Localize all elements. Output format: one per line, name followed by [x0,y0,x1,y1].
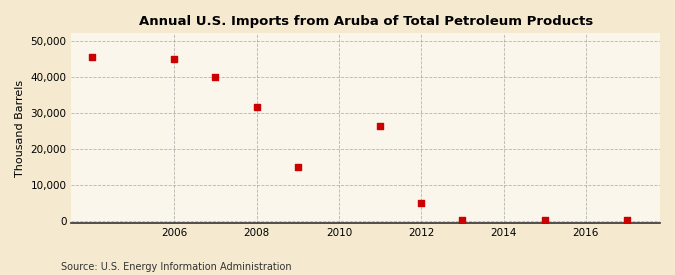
Y-axis label: Thousand Barrels: Thousand Barrels [15,80,25,177]
Point [622,218,632,222]
Point [251,105,262,110]
Point [416,201,427,205]
Text: Source: U.S. Energy Information Administration: Source: U.S. Energy Information Administ… [61,262,292,272]
Point [375,123,385,128]
Point [86,55,97,59]
Point [457,218,468,222]
Title: Annual U.S. Imports from Aruba of Total Petroleum Products: Annual U.S. Imports from Aruba of Total … [138,15,593,28]
Point [210,75,221,79]
Point [169,56,180,61]
Point [292,165,303,169]
Point [539,218,550,222]
